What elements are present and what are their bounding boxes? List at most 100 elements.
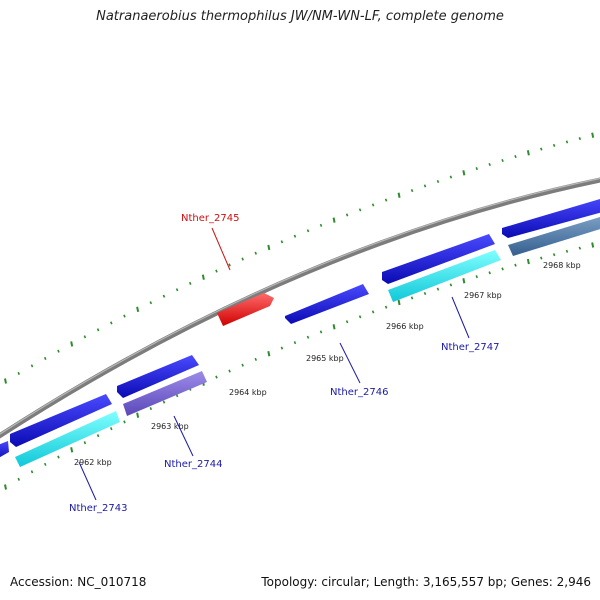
minor-tick	[410, 296, 414, 300]
minor-tick	[565, 140, 569, 144]
minor-tick	[149, 301, 153, 305]
major-tick	[4, 378, 7, 384]
minor-tick	[358, 315, 362, 319]
minor-tick	[488, 162, 491, 167]
rna-gene-arrow	[217, 293, 274, 326]
minor-tick	[449, 175, 453, 179]
forward-cds-arrow	[382, 234, 495, 284]
minor-tick	[578, 136, 582, 141]
minor-tick	[149, 407, 153, 411]
minor-tick	[565, 249, 569, 253]
minor-tick	[30, 470, 34, 474]
minor-tick	[110, 321, 113, 325]
gene-callouts: Nther_2743 Nther_2744 Nther_2745 Nther_2…	[69, 213, 499, 514]
minor-tick	[552, 143, 556, 148]
major-tick	[201, 274, 205, 280]
minor-tick	[17, 371, 20, 375]
genome-summary-text: Topology: circular; Length: 3,165,557 bp…	[261, 575, 591, 589]
outer-tick-track	[4, 132, 595, 384]
minor-tick	[215, 269, 218, 273]
gene-label-nther-2746[interactable]: Nther_2746	[330, 387, 388, 398]
minor-tick	[319, 223, 323, 227]
minor-tick	[123, 420, 126, 424]
major-tick	[70, 341, 74, 347]
major-tick	[267, 244, 271, 251]
forward-cds-arrow	[10, 394, 112, 447]
minor-tick	[96, 328, 100, 332]
minor-tick	[578, 246, 582, 250]
minor-tick	[371, 310, 375, 314]
minor-tick	[280, 240, 284, 244]
minor-tick	[345, 320, 349, 324]
major-tick	[136, 412, 140, 418]
tick-label: 2966 kbp	[386, 322, 424, 331]
minor-tick	[241, 363, 244, 367]
minor-tick	[241, 257, 244, 261]
minor-tick	[319, 330, 323, 334]
minor-tick	[280, 346, 284, 350]
minor-tick	[175, 288, 179, 292]
gene-label-nther-2745[interactable]: Nther_2745	[181, 213, 239, 224]
minor-tick	[514, 155, 517, 159]
forward-cds-arrow	[285, 284, 369, 324]
gene-label-nther-2743[interactable]: Nther_2743	[69, 503, 127, 514]
major-tick	[462, 278, 466, 284]
reverse-cds-arrow	[123, 371, 207, 416]
minor-tick	[540, 256, 543, 260]
major-tick	[526, 150, 530, 156]
minor-tick	[384, 198, 388, 202]
tick-label: 2965 kbp	[306, 354, 344, 363]
minor-tick	[293, 341, 297, 345]
minor-tick	[501, 158, 504, 163]
scale-labels: 2962 kbp 2963 kbp 2964 kbp 2965 kbp 2966…	[74, 261, 581, 467]
minor-tick	[306, 229, 310, 233]
major-tick	[332, 324, 336, 330]
minor-tick	[436, 287, 440, 291]
callout-line	[451, 296, 470, 339]
reverse-cds-arrow	[508, 217, 600, 256]
accession-text: Accession: NC_010718	[10, 575, 147, 589]
gene-label-nther-2747[interactable]: Nther_2747	[441, 342, 499, 353]
minor-tick	[436, 179, 440, 184]
reverse-cds-arrow	[388, 250, 501, 302]
minor-tick	[162, 400, 166, 404]
minor-tick	[228, 369, 231, 373]
minor-tick	[475, 167, 479, 171]
minor-tick	[501, 267, 504, 271]
minor-tick	[514, 263, 517, 267]
minor-tick	[96, 434, 100, 438]
backbone-highlight	[0, 177, 600, 435]
minor-tick	[110, 427, 113, 431]
major-tick	[267, 350, 271, 357]
minor-tick	[17, 477, 20, 481]
callout-line	[339, 342, 361, 384]
tick-label: 2963 kbp	[151, 422, 189, 431]
minor-tick	[345, 213, 349, 217]
tick-label: 2968 kbp	[543, 261, 581, 270]
forward-cds-arrow	[117, 355, 199, 398]
minor-tick	[83, 441, 87, 445]
inner-tick-track	[4, 242, 595, 490]
tick-label: 2967 kbp	[464, 291, 502, 300]
map-title: Natranaerobius thermophilus JW/NM-WN-LF,…	[96, 9, 504, 24]
gene-label-nther-2744[interactable]: Nther_2744	[164, 459, 222, 470]
minor-tick	[306, 335, 310, 339]
minor-tick	[228, 263, 231, 267]
major-tick	[136, 306, 140, 313]
minor-tick	[43, 356, 47, 361]
minor-tick	[410, 189, 414, 193]
major-tick	[591, 242, 595, 248]
minor-tick	[188, 281, 192, 285]
minor-tick	[423, 291, 427, 296]
minor-tick	[358, 208, 362, 212]
minor-tick	[57, 455, 60, 459]
minor-tick	[552, 253, 556, 257]
callout-line	[78, 461, 97, 501]
tick-label: 2962 kbp	[74, 458, 112, 467]
minor-tick	[384, 305, 388, 309]
callout-line	[211, 227, 231, 271]
minor-tick	[423, 184, 427, 188]
major-tick	[526, 258, 530, 265]
minor-tick	[57, 349, 60, 353]
